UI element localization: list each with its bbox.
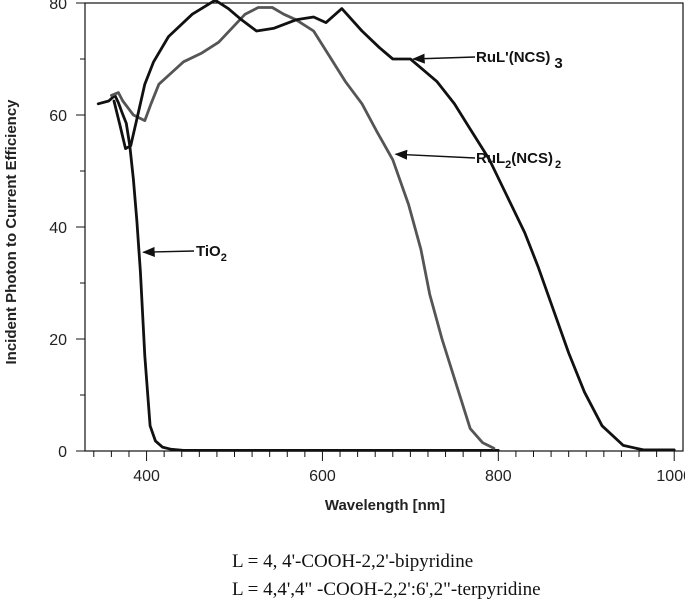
x-tick-label: 600	[309, 468, 336, 485]
caption-line-1: L = 4, 4'-COOH-2,2'-bipyridine	[232, 551, 474, 572]
annotations: RuL'(NCS) 3 RuL2(NCS) 2 TiO2	[142, 49, 563, 264]
x-tick-label: 800	[485, 468, 512, 485]
caption-line-2: L = 4,4',4" -COOH-2,2':6',2"-terpyridine	[232, 579, 541, 600]
annotation-arrow	[412, 53, 476, 64]
annotation-arrow	[394, 149, 476, 160]
y-axis-title: Incident Photon to Current Efficiency	[3, 99, 20, 365]
series-line-2	[112, 0, 676, 452]
annotation-label: RuL'(NCS) 3	[476, 49, 563, 72]
series-lines	[96, 0, 676, 452]
series-line-0	[96, 94, 500, 452]
y-tick-label: 20	[49, 332, 67, 349]
x-axis-title: Wavelength [nm]	[325, 497, 445, 514]
annotation-label: TiO2	[196, 243, 227, 264]
annotation-label: RuL2(NCS) 2	[476, 150, 561, 171]
y-tick-label: 40	[49, 220, 67, 237]
annotation-arrow	[142, 246, 195, 257]
series-line-1	[110, 6, 496, 450]
y-tick-label: 60	[49, 108, 67, 125]
y-tick-label: 0	[58, 444, 67, 461]
x-tick-label: 400	[133, 468, 160, 485]
y-tick-label: 80	[49, 0, 67, 13]
